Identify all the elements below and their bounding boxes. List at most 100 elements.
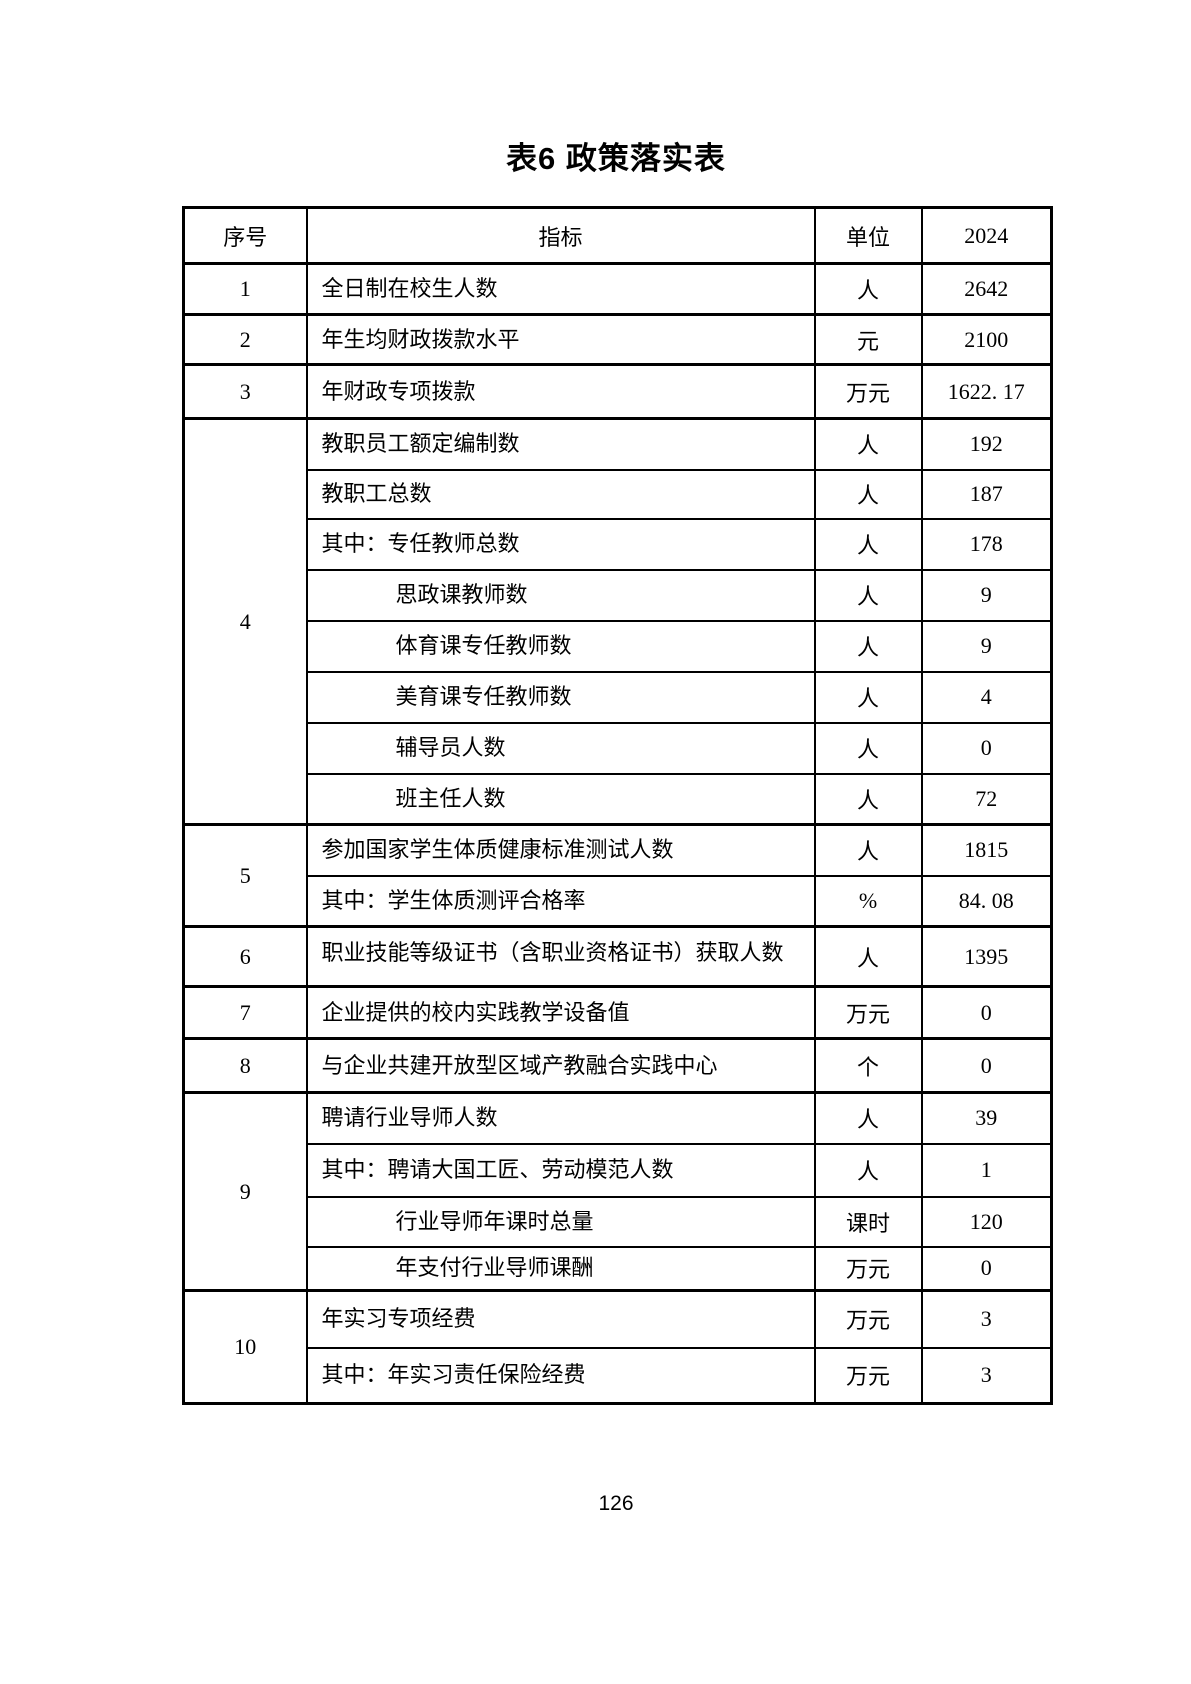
indicator-cell: 年生均财政拨款水平	[305, 313, 816, 366]
value-cell: 84. 08	[920, 874, 1053, 928]
unit-cell: 课时	[813, 1195, 923, 1248]
table-row: 教职工总数 人 187	[184, 468, 1053, 520]
table-row: 其中：聘请大国工匠、劳动模范人数 人 1	[184, 1142, 1053, 1198]
row-number-cell: 2	[182, 313, 308, 366]
table-row: 辅导员人数 人 0	[184, 721, 1053, 775]
unit-cell: 人	[813, 670, 923, 724]
indicator-cell: 思政课教师数	[305, 568, 816, 622]
header-cell-unit: 单位	[813, 206, 923, 265]
indicator-label: 美育课专任教师数	[395, 684, 572, 710]
value-cell: 3	[920, 1289, 1053, 1349]
value-cell: 0	[920, 1245, 1053, 1292]
unit-cell: 万元	[813, 1346, 923, 1405]
unit-cell: 人	[813, 468, 923, 520]
unit-cell: %	[813, 874, 923, 928]
unit-cell: 人	[813, 1091, 923, 1145]
indicator-label: 年财政专项拨款	[321, 378, 476, 404]
table-row: 班主任人数 人 72	[184, 772, 1053, 826]
unit-cell: 万元	[813, 363, 923, 420]
table-row: 思政课教师数 人 9	[184, 568, 1053, 622]
indicator-cell: 班主任人数	[305, 772, 816, 826]
indicator-label: 与企业共建开放型区域产教融合实践中心	[321, 1052, 718, 1078]
row-number-cell: 6	[182, 925, 308, 988]
row-number-cell: 3	[182, 363, 308, 420]
indicator-label: 班主任人数	[395, 785, 506, 811]
table-row: 其中：学生体质测评合格率% 84. 08	[184, 874, 1053, 928]
table-row: 9 聘请行业导师人数人 39	[182, 1091, 1053, 1292]
unit-cell: 人	[813, 568, 923, 622]
table-row: 7 企业提供的校内实践教学设备值 万元 0	[182, 985, 1053, 1040]
table-row: 2 年生均财政拨款水平 元 2100	[182, 313, 1053, 366]
indicator-label: 参加国家学生体质健康标准测试人数	[321, 837, 674, 863]
table-row: 4 教职员工额定编制数人 192	[182, 417, 1053, 826]
unit-cell: 人	[813, 1142, 923, 1198]
table-row: 年支付行业导师课酬 万元 0	[184, 1245, 1053, 1292]
value-cell: 0	[920, 1037, 1053, 1094]
value-cell: 1815	[920, 823, 1053, 877]
indicator-label: 教职工总数	[321, 481, 432, 507]
indicator-label: 年生均财政拨款水平	[321, 326, 520, 352]
indicator-cell: 年实习专项经费	[305, 1289, 816, 1349]
indicator-cell: 年财政专项拨款	[305, 363, 816, 420]
indicator-cell: 其中：年实习责任保险经费	[305, 1346, 816, 1405]
unit-cell: 个	[813, 1037, 923, 1094]
table-row: 10 年实习专项经费 万元 3	[182, 1289, 1053, 1405]
row-number-cell: 10	[182, 1289, 308, 1405]
table-row: 体育课专任教师数 人 9	[184, 619, 1053, 673]
value-cell: 192	[920, 417, 1053, 471]
table-row: 3 年财政专项拨款 万元 1622. 17	[182, 363, 1053, 420]
indicator-cell: 与企业共建开放型区域产教融合实践中心	[305, 1037, 816, 1094]
row-number-cell: 9	[182, 1091, 308, 1292]
indicator-label: 其中：学生体质测评合格率	[321, 887, 586, 913]
unit-cell: 万元	[813, 1289, 923, 1349]
row-number-cell: 5	[182, 823, 308, 928]
unit-cell: 人	[813, 517, 923, 571]
table-body: 1 全日制在校生人数人 2642 2 年生均财政拨款水平元 2100 3 年财政专项拨款 万元 1…	[182, 262, 1053, 1405]
indicator-label: 其中：专任教师总数	[321, 531, 520, 557]
indicator-cell: 体育课专任教师数	[305, 619, 816, 673]
indicator-cell: 其中：专任教师总数	[305, 517, 816, 571]
indicator-label: 年支付行业导师课酬	[395, 1255, 594, 1281]
unit-cell: 人	[813, 925, 923, 988]
page-number: 126	[598, 1492, 634, 1515]
unit-cell: 万元	[813, 985, 923, 1040]
table-row: 6 职业技能等级证书（含职业资格证书）获取人数 人 1395	[182, 925, 1053, 988]
unit-cell: 人	[813, 823, 923, 877]
unit-cell: 人	[813, 619, 923, 673]
unit-cell: 元	[813, 313, 923, 366]
indicator-label: 体育课专任教师数	[395, 633, 572, 659]
table-row: 其中：年实习责任保险经费 万元 3	[184, 1346, 1053, 1405]
indicator-label: 思政课教师数	[395, 582, 528, 608]
header-cell-indicator: 指标	[305, 206, 816, 265]
indicator-cell: 其中：学生体质测评合格率	[305, 874, 816, 928]
value-cell: 1622. 17	[920, 363, 1053, 420]
indicator-cell: 企业提供的校内实践教学设备值	[305, 985, 816, 1040]
value-cell: 72	[920, 772, 1053, 826]
value-cell: 0	[920, 721, 1053, 775]
indicator-cell: 年支付行业导师课酬	[305, 1245, 816, 1292]
value-cell: 9	[920, 568, 1053, 622]
value-cell: 1	[920, 1142, 1053, 1198]
row-number-cell: 4	[182, 417, 308, 826]
unit-cell: 万元	[813, 1245, 923, 1292]
value-cell: 120	[920, 1195, 1053, 1248]
indicator-cell: 教职工总数	[305, 468, 816, 520]
table-row: 8 与企业共建开放型区域产教融合实践中心 个 0	[182, 1037, 1053, 1094]
indicator-cell: 聘请行业导师人数	[305, 1091, 816, 1145]
indicator-label: 辅导员人数	[395, 735, 506, 761]
indicator-label: 教职员工额定编制数	[321, 431, 520, 457]
page-title: 表6 政策落实表	[506, 141, 726, 176]
row-number-cell: 1	[182, 262, 308, 316]
row-number-cell: 7	[182, 985, 308, 1040]
header-cell-year: 2024	[920, 206, 1053, 265]
value-cell: 2100	[920, 313, 1053, 366]
policy-table: 序号 指标 单位 2024 1 全日制在校生人数人 2642 2 年生均财政拨款水平元 2…	[182, 206, 1053, 1405]
value-cell: 9	[920, 619, 1053, 673]
table-row: 行业导师年课时总量 课时 120	[184, 1195, 1053, 1248]
indicator-cell: 参加国家学生体质健康标准测试人数	[305, 823, 816, 877]
indicator-label: 职业技能等级证书（含职业资格证书）获取人数	[321, 940, 784, 965]
unit-cell: 人	[813, 772, 923, 826]
value-cell: 3	[920, 1346, 1053, 1405]
indicator-cell: 职业技能等级证书（含职业资格证书）获取人数	[305, 925, 816, 988]
